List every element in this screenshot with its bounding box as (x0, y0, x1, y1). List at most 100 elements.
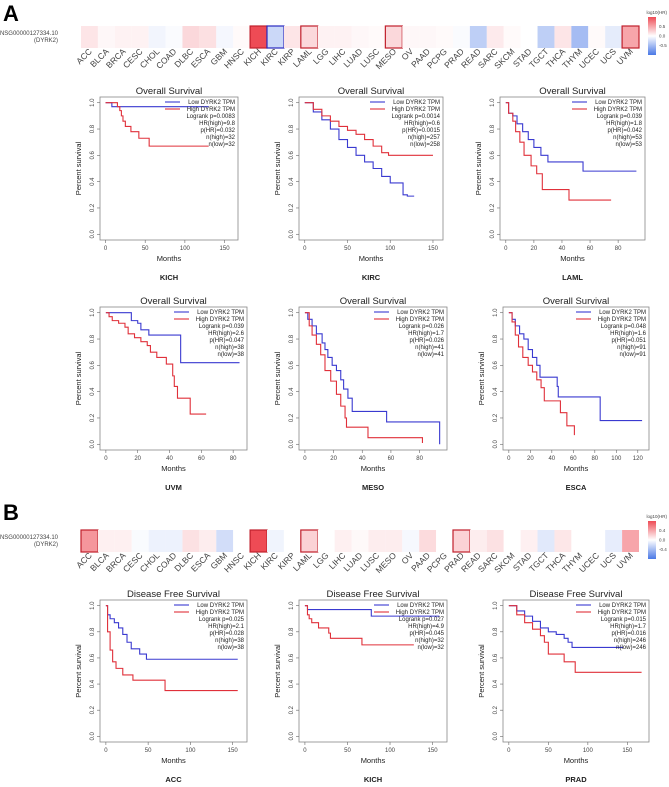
y-tick-label: 0.2 (289, 203, 295, 212)
stat-text: p(HR)=0.016 (611, 631, 646, 637)
plot-title: Overall Survival (543, 296, 610, 307)
y-tick-label: 0.4 (490, 177, 496, 186)
stat-text: Logrank p=0.015 (601, 617, 647, 623)
survival-curve-low (105, 312, 240, 364)
stat-text: n(high)=38 (215, 638, 245, 644)
y-tick-label: 0.4 (289, 177, 295, 186)
x-axis-label: Months (161, 464, 186, 473)
x-tick-label: 40 (359, 456, 366, 462)
x-axis-label: Months (361, 756, 386, 765)
stat-text: n(low)=32 (208, 142, 235, 148)
stat-text: Logrank p=0.039 (597, 114, 643, 120)
y-tick-label: 0.2 (493, 413, 499, 422)
y-tick-label: 1.0 (90, 98, 96, 107)
stat-text: n(high)=38 (215, 345, 245, 351)
y-tick-label: 0.4 (493, 679, 499, 688)
y-tick-label: 0.0 (493, 731, 499, 740)
x-axis-label: Months (361, 464, 386, 473)
colorbar-tick: -0.4 (659, 547, 667, 552)
heatmap-cell-stad (520, 26, 538, 48)
y-tick-label: 0.4 (493, 387, 499, 396)
heatmap-label-kirc: KIRC (258, 550, 279, 571)
heatmap-cell-ucec (588, 26, 606, 48)
survival-plot-esca-6: Overall Survival 0.0 0.2 0.4 0.6 0.8 1.0 Percen… (477, 296, 650, 492)
stat-text: n(high)=91 (617, 345, 647, 351)
heatmap-cell-sarc (486, 530, 504, 552)
y-tick-label: 1.0 (90, 601, 96, 610)
heatmap-cell-lusc (368, 26, 386, 48)
y-axis-label: Percent survival (273, 141, 282, 195)
heatmap-cell-brca (114, 26, 132, 48)
heatmap-cell-coad (165, 26, 183, 48)
y-axis-label: Percent survival (74, 351, 83, 405)
heatmap-cell-lihc (334, 530, 352, 552)
stat-text: n(low)=41 (417, 352, 444, 358)
legend-entry-low: Low DYRK2 TPM (599, 603, 646, 609)
survival-plot-laml-3: Overall Survival 0.0 0.2 0.4 0.6 0.8 1.0 Percen… (474, 86, 646, 282)
heatmap-cell-acc (80, 529, 99, 553)
heatmap-cell-kich (249, 529, 268, 553)
heatmap-cell-hnsc (233, 26, 251, 48)
heatmap-cell-luad (351, 530, 369, 552)
survival-plot-kich-1: Overall Survival 0.0 0.2 0.4 0.6 0.8 1.0 Percen… (74, 86, 239, 282)
colorbar (648, 521, 656, 559)
y-tick-label: 0.2 (490, 203, 496, 212)
heatmap-cell-laml (300, 25, 319, 49)
y-tick-label: 0.4 (90, 177, 96, 186)
y-tick-label: 0.6 (493, 361, 499, 370)
stat-text: n(low)=38 (217, 352, 244, 358)
gene-name: (DYRK2) (34, 38, 58, 44)
stat-text: Logrank p=0.025 (199, 617, 245, 623)
survival-curve-high (304, 312, 423, 443)
y-tick-label: 0.8 (490, 124, 496, 133)
x-tick-label: 80 (416, 456, 423, 462)
x-tick-label: 20 (527, 456, 534, 462)
heatmap-cell-read (469, 530, 487, 552)
x-tick-label: 20 (134, 456, 141, 462)
x-tick-label: 0 (104, 456, 108, 462)
plot-title: Disease Free Survival (327, 589, 420, 600)
stat-text: n(low)=258 (410, 142, 441, 148)
stat-text: Logrank p=0.0083 (186, 114, 235, 120)
cancer-type-label: KICH (364, 775, 382, 784)
y-tick-label: 0.8 (90, 124, 96, 133)
y-tick-label: 0.4 (289, 387, 295, 396)
heatmap-cell-acc (81, 26, 98, 48)
stat-text: p(HR)=0.0015 (402, 128, 441, 134)
survival-plot-uvm-4: Overall Survival 0.0 0.2 0.4 0.6 0.8 1.0 Percen… (74, 296, 248, 492)
legend-entry-high: High DYRK2 TPM (396, 610, 444, 616)
y-tick-label: 1.0 (289, 308, 295, 317)
x-axis-label: Months (359, 254, 384, 263)
heatmap-cell-thym (571, 26, 589, 48)
gene-id: ENSG00000127334.10 (0, 535, 59, 541)
x-tick-label: 50 (344, 246, 351, 252)
plot-title: Disease Free Survival (530, 589, 623, 600)
stat-text: n(high)=53 (613, 135, 643, 141)
y-tick-label: 0.6 (90, 653, 96, 662)
y-tick-label: 1.0 (90, 308, 96, 317)
heatmap-cell-lgg (317, 26, 335, 48)
x-tick-label: 100 (180, 246, 191, 252)
stat-text: p(HR)=0.051 (611, 338, 646, 344)
heatmap-cell-lgg (317, 530, 335, 552)
x-tick-label: 80 (230, 456, 237, 462)
stat-text: p(HR)=0.047 (209, 338, 244, 344)
x-tick-label: 60 (570, 456, 577, 462)
stat-text: n(high)=257 (408, 135, 441, 141)
heatmap-cell-thca (554, 26, 572, 48)
x-tick-label: 0 (504, 246, 508, 252)
x-tick-label: 60 (587, 246, 594, 252)
x-tick-label: 100 (385, 246, 396, 252)
y-tick-label: 0.8 (90, 627, 96, 636)
cancer-type-label: LAML (562, 273, 583, 282)
stat-text: HR(high)=1.6 (610, 331, 647, 337)
legend-entry-low: Low DYRK2 TPM (595, 100, 642, 106)
y-tick-label: 0.2 (289, 413, 295, 422)
y-tick-label: 0.8 (289, 627, 295, 636)
x-tick-label: 150 (228, 748, 239, 754)
heatmap-cell-pcpg (436, 26, 453, 48)
x-axis-label: Months (161, 756, 186, 765)
heatmap-label-esca: ESCA (189, 46, 213, 70)
x-tick-label: 0 (104, 246, 108, 252)
